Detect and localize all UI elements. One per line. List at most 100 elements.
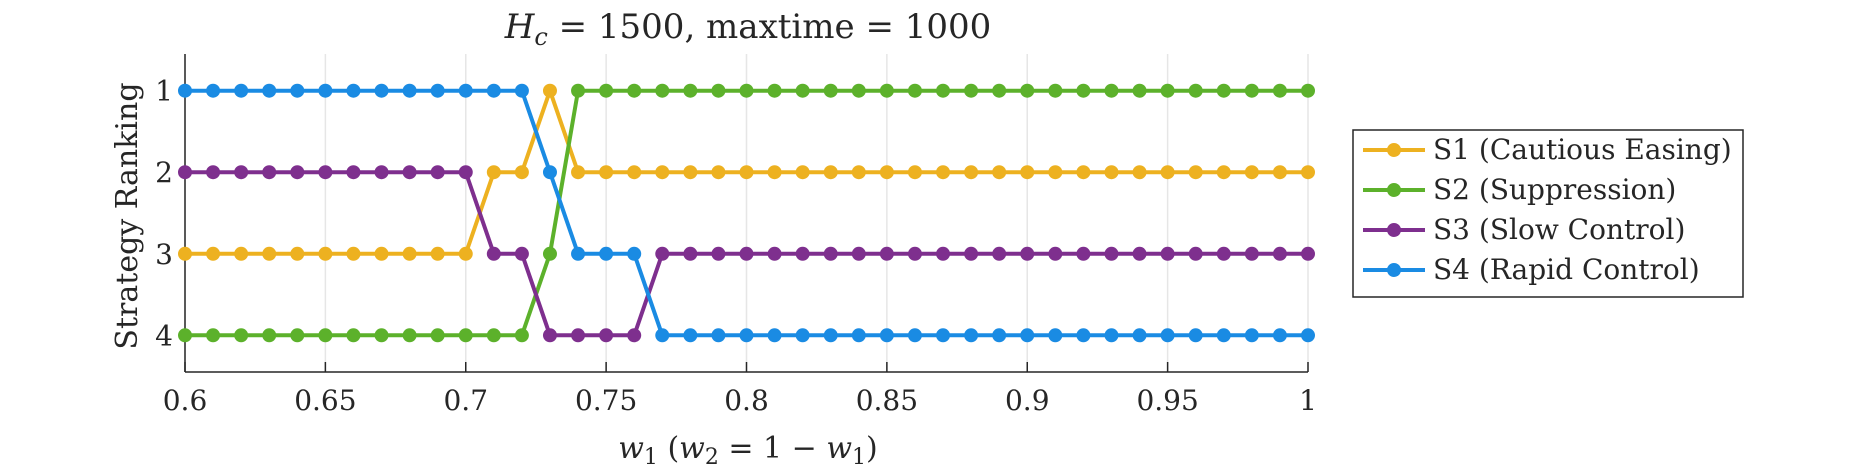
legend-marker-1 <box>1387 143 1401 157</box>
series-1-point-40 <box>1301 165 1315 180</box>
series-2-point-15 <box>599 83 614 98</box>
series-4-point-38 <box>1244 328 1259 343</box>
series-1-point-38 <box>1244 165 1259 180</box>
series-3-point-3 <box>262 165 277 180</box>
series-2-point-22 <box>795 83 810 98</box>
series-2-point-11 <box>486 328 501 343</box>
series-4-point-28 <box>964 328 979 343</box>
series-1 <box>178 83 1315 261</box>
x-tick-label-1: 0.65 <box>294 384 356 417</box>
x-label-open: ( <box>658 431 679 466</box>
series-2-point-9 <box>430 328 445 343</box>
series-4-point-16 <box>627 246 642 261</box>
chart-title: Hc = 1500, maxtime = 1000 <box>504 7 992 51</box>
x-tick-label-0: 0.6 <box>163 384 208 417</box>
series-2-point-28 <box>964 83 979 98</box>
series-4-point-40 <box>1301 328 1315 343</box>
x-label-w1: w <box>618 431 644 466</box>
legend-item-3: S3 (Slow Control) <box>1363 213 1685 246</box>
series-1-point-5 <box>318 246 333 261</box>
series-2-point-5 <box>318 328 333 343</box>
series-1-point-36 <box>1188 165 1203 180</box>
series-1-point-12 <box>514 165 529 180</box>
series-1-point-4 <box>290 246 305 261</box>
series-2-point-0 <box>178 328 192 343</box>
x-label-mid: = 1 − <box>719 431 827 466</box>
legend-marker-4 <box>1387 263 1401 277</box>
series-4-point-0 <box>178 83 192 98</box>
series-2-point-19 <box>711 83 726 98</box>
series-2-point-39 <box>1272 83 1287 98</box>
series-4-point-9 <box>430 83 445 98</box>
series-1-point-0 <box>178 246 192 261</box>
series-3-point-14 <box>571 328 586 343</box>
series-2-point-29 <box>992 83 1007 98</box>
series-4-point-8 <box>402 83 417 98</box>
series-1-point-39 <box>1272 165 1287 180</box>
series-2-point-25 <box>879 83 894 98</box>
series-1-point-34 <box>1132 165 1147 180</box>
series-3-point-1 <box>206 165 221 180</box>
x-label-w1b: w <box>826 431 852 466</box>
series-1-point-20 <box>739 165 754 180</box>
series-4-point-21 <box>767 328 782 343</box>
series-4-point-29 <box>992 328 1007 343</box>
series-3-point-23 <box>823 246 838 261</box>
y-tick-label-1: 2 <box>155 156 173 189</box>
series-4-point-6 <box>346 83 361 98</box>
x-tick-label-7: 0.95 <box>1136 384 1198 417</box>
series-3-point-17 <box>655 246 670 261</box>
series-4-point-2 <box>234 83 249 98</box>
series-3-point-11 <box>486 246 501 261</box>
series-1-point-15 <box>599 165 614 180</box>
y-tick-label-3: 4 <box>155 319 173 352</box>
y-ticks: 1 2 3 4 <box>155 75 195 352</box>
x-tick-label-8: 1 <box>1299 384 1317 417</box>
y-tick-label-2: 3 <box>155 238 173 271</box>
legend-label-3: S3 (Slow Control) <box>1433 213 1685 246</box>
series-2-point-37 <box>1216 83 1231 98</box>
series-3-point-4 <box>290 165 305 180</box>
series-2-point-13 <box>542 246 557 261</box>
x-tick-label-2: 0.7 <box>443 384 488 417</box>
series-1-point-2 <box>234 246 249 261</box>
series-2-point-35 <box>1160 83 1175 98</box>
series-2-point-16 <box>627 83 642 98</box>
series-2-point-40 <box>1301 83 1315 98</box>
series-2-point-20 <box>739 83 754 98</box>
y-axis-label: Strategy Ranking <box>110 82 145 349</box>
series-2-point-12 <box>514 328 529 343</box>
series-2-point-18 <box>683 83 698 98</box>
series-2-point-14 <box>571 83 586 98</box>
series-4-point-3 <box>262 83 277 98</box>
series-4-point-36 <box>1188 328 1203 343</box>
series-3-point-7 <box>374 165 389 180</box>
series-2-point-36 <box>1188 83 1203 98</box>
x-label-close: ) <box>866 431 878 466</box>
series-3-point-9 <box>430 165 445 180</box>
series-4-point-19 <box>711 328 726 343</box>
legend-item-2: S2 (Suppression) <box>1363 173 1676 206</box>
series-1-point-30 <box>1020 165 1035 180</box>
series-4 <box>178 83 1315 343</box>
series-1-point-10 <box>458 246 473 261</box>
series-2-point-38 <box>1244 83 1259 98</box>
series-3-point-32 <box>1076 246 1091 261</box>
series-1-point-1 <box>206 246 221 261</box>
series-lines <box>178 83 1315 343</box>
series-1-point-19 <box>711 165 726 180</box>
series-4-point-26 <box>907 328 922 343</box>
series-3-point-40 <box>1301 246 1315 261</box>
series-2-point-10 <box>458 328 473 343</box>
x-label-w1-sub: 1 <box>644 445 658 469</box>
series-3 <box>178 165 1315 343</box>
series-1-point-23 <box>823 165 838 180</box>
series-3-point-13 <box>542 328 557 343</box>
series-1-point-21 <box>767 165 782 180</box>
series-1-point-13 <box>542 83 557 98</box>
series-3-point-16 <box>627 328 642 343</box>
series-1-point-8 <box>402 246 417 261</box>
series-3-point-10 <box>458 165 473 180</box>
series-4-point-14 <box>571 246 586 261</box>
series-1-point-17 <box>655 165 670 180</box>
